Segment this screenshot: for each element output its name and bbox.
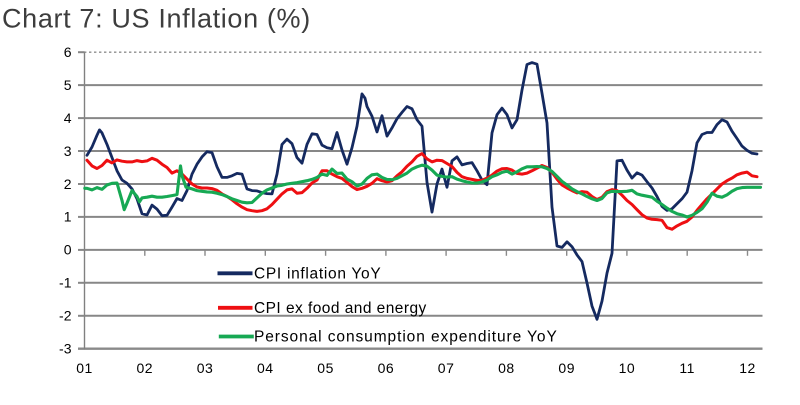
svg-text:11: 11	[679, 360, 695, 376]
svg-text:CPI ex food and energy: CPI ex food and energy	[254, 300, 427, 317]
svg-text:02: 02	[137, 360, 154, 376]
svg-text:01: 01	[76, 360, 93, 376]
svg-text:09: 09	[558, 360, 575, 376]
svg-text:10: 10	[619, 360, 636, 376]
svg-text:CPI inflation YoY: CPI inflation YoY	[254, 265, 381, 282]
svg-text:0: 0	[64, 242, 72, 258]
svg-text:2: 2	[64, 176, 72, 192]
svg-text:-3: -3	[59, 341, 72, 357]
svg-text:Chart 7: US Inflation (%): Chart 7: US Inflation (%)	[2, 4, 311, 34]
svg-text:Personal consumption expenditu: Personal consumption expenditure YoY	[254, 329, 558, 346]
svg-text:1: 1	[64, 209, 72, 225]
svg-text:04: 04	[257, 360, 274, 376]
svg-text:4: 4	[64, 110, 72, 126]
svg-text:-1: -1	[59, 275, 72, 291]
svg-text:3: 3	[64, 143, 72, 159]
svg-text:-2: -2	[59, 308, 72, 324]
svg-text:5: 5	[64, 77, 72, 93]
svg-text:12: 12	[739, 360, 756, 376]
svg-text:07: 07	[438, 360, 455, 376]
svg-text:6: 6	[64, 44, 72, 60]
svg-text:03: 03	[197, 360, 214, 376]
svg-text:08: 08	[498, 360, 515, 376]
svg-text:05: 05	[317, 360, 334, 376]
svg-text:06: 06	[378, 360, 395, 376]
